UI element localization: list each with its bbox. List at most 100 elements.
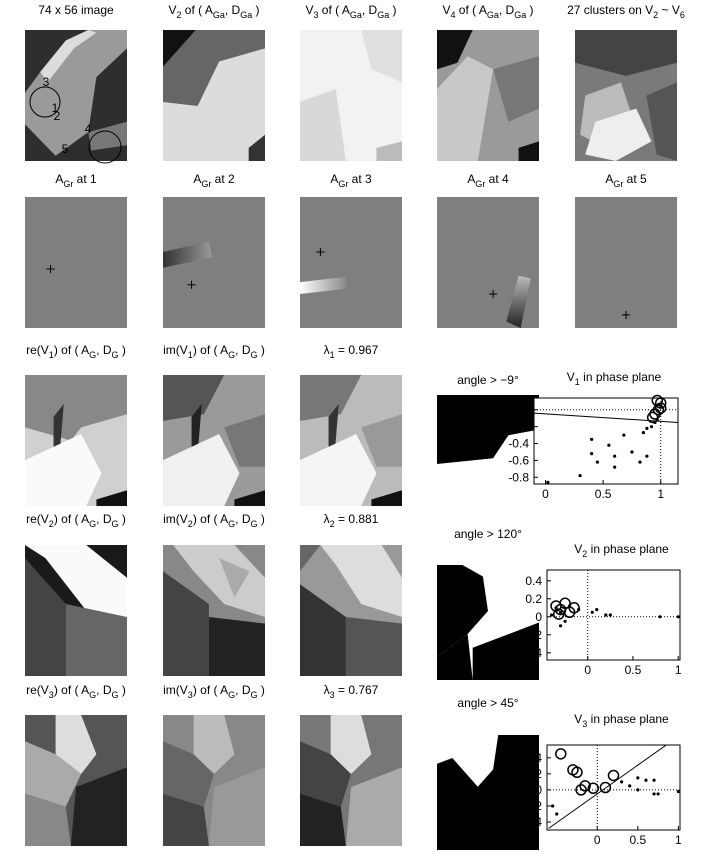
image-panel bbox=[25, 545, 127, 676]
dot-point bbox=[613, 466, 616, 469]
subscript: G bbox=[228, 690, 235, 700]
subscript: G bbox=[112, 350, 119, 360]
subscript: G bbox=[251, 519, 258, 529]
subscript: Ga bbox=[377, 10, 389, 20]
title-text: A bbox=[467, 172, 475, 186]
dot-point bbox=[604, 613, 607, 616]
dot-point bbox=[595, 608, 598, 611]
y-tick-label: -0.6 bbox=[508, 453, 529, 467]
y-tick-label: 0 bbox=[535, 610, 542, 624]
dot-point bbox=[677, 790, 680, 793]
title-text: A bbox=[193, 172, 201, 186]
dot-point bbox=[590, 452, 593, 455]
panel-title: V3 of ( AGa, DGa ) bbox=[305, 3, 396, 20]
dot-point bbox=[657, 792, 660, 795]
dot-point bbox=[591, 611, 594, 614]
subscript: G bbox=[89, 690, 96, 700]
panel-title: 74 x 56 image bbox=[38, 3, 114, 17]
title-text: ) bbox=[119, 343, 126, 357]
subscript: Ga bbox=[213, 10, 225, 20]
y-tick-label: 0 bbox=[535, 783, 542, 797]
dot-point bbox=[677, 615, 680, 618]
image-panel bbox=[300, 715, 402, 846]
title-text: 74 x 56 image bbox=[38, 3, 114, 17]
title-text: at 4 bbox=[485, 172, 509, 186]
x-tick-label: 0 bbox=[542, 487, 549, 501]
image-panel bbox=[163, 30, 265, 161]
title-text: , D bbox=[235, 343, 251, 357]
subscript: 6 bbox=[680, 10, 685, 20]
subscript: Gr bbox=[63, 179, 73, 189]
title-text: V bbox=[168, 3, 176, 17]
title-text: of ( A bbox=[318, 3, 349, 17]
y-tick-label: 0.2 bbox=[525, 592, 542, 606]
title-text: ) of ( A bbox=[193, 343, 228, 357]
title-text: , D bbox=[499, 3, 515, 17]
axes-box bbox=[547, 745, 680, 830]
image-bg bbox=[25, 197, 127, 328]
title-text: 27 clusters on V bbox=[567, 3, 653, 17]
y-tick-label: 0.4 bbox=[525, 751, 542, 765]
image-label: 2 bbox=[54, 109, 61, 123]
image-panel bbox=[300, 545, 402, 676]
dot-point bbox=[638, 460, 641, 463]
y-tick-label: -0.2 bbox=[521, 799, 542, 813]
dot-point bbox=[644, 779, 647, 782]
image-panel bbox=[25, 715, 127, 846]
dot-point bbox=[630, 450, 633, 453]
title-text: at 1 bbox=[73, 172, 97, 186]
subscript: Ga bbox=[350, 10, 362, 20]
dot-point bbox=[645, 455, 648, 458]
panel-title: AGr at 5 bbox=[605, 172, 647, 189]
subscript: G bbox=[89, 350, 96, 360]
title-text: angle > −9° bbox=[457, 373, 519, 387]
dot-point bbox=[645, 427, 648, 430]
x-tick-label: 0 bbox=[594, 833, 601, 847]
panel-title: V3 in phase plane bbox=[574, 712, 669, 729]
panel-title: λ1 = 0.967 bbox=[324, 343, 379, 360]
title-text: re(V bbox=[26, 343, 49, 357]
dot-point bbox=[559, 611, 562, 614]
title-text: im(V bbox=[163, 343, 188, 357]
title-text: V bbox=[442, 3, 450, 17]
panel-title: 27 clusters on V2 ~ V6 bbox=[567, 3, 685, 20]
subscript: G bbox=[112, 690, 119, 700]
title-text: , D bbox=[235, 512, 251, 526]
panel-title: λ2 = 0.881 bbox=[324, 512, 379, 529]
subscript: G bbox=[251, 350, 258, 360]
subscript: Gr bbox=[613, 179, 623, 189]
dot-point bbox=[622, 433, 625, 436]
x-tick-label: 0.5 bbox=[625, 663, 642, 677]
image-panel bbox=[163, 545, 265, 676]
y-tick-label: -0.2 bbox=[521, 628, 542, 642]
image-bg bbox=[575, 197, 677, 328]
image-panel bbox=[575, 30, 677, 161]
dot-point bbox=[546, 481, 549, 484]
panel-title: im(V1) of ( AG, DG ) bbox=[163, 343, 265, 360]
subscript: G bbox=[89, 519, 96, 529]
image-panel bbox=[163, 715, 265, 846]
dot-point bbox=[590, 438, 593, 441]
title-text: ) of ( A bbox=[193, 683, 228, 697]
dot-point bbox=[551, 804, 554, 807]
title-text: = 0.967 bbox=[335, 343, 379, 357]
title-text: in phase plane bbox=[580, 370, 662, 384]
panel-title: im(V3) of ( AG, DG ) bbox=[163, 683, 265, 700]
subscript: Ga bbox=[240, 10, 252, 20]
panel-title: re(V1) of ( AG, DG ) bbox=[26, 343, 126, 360]
dot-point bbox=[596, 460, 599, 463]
dot-point bbox=[620, 780, 623, 783]
title-text: at 3 bbox=[348, 172, 372, 186]
image-panel bbox=[163, 375, 265, 506]
title-text: = 0.767 bbox=[335, 683, 379, 697]
title-text: im(V bbox=[163, 683, 188, 697]
panel-title: V1 in phase plane bbox=[567, 370, 662, 387]
title-text: , D bbox=[235, 683, 251, 697]
axes-box bbox=[547, 570, 680, 660]
title-text: ) bbox=[389, 3, 396, 17]
dot-point bbox=[550, 613, 553, 616]
title-text: re(V bbox=[26, 683, 49, 697]
image-region bbox=[209, 617, 265, 676]
dot-point bbox=[658, 615, 661, 618]
image-panel bbox=[300, 30, 402, 161]
